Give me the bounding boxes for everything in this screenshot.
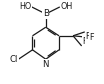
Text: OH: OH [60,2,72,11]
Text: F: F [82,37,87,46]
Text: F: F [89,33,94,42]
Text: HO: HO [19,2,31,11]
Text: Cl: Cl [10,55,18,64]
Text: N: N [43,60,49,69]
Text: F: F [85,32,90,41]
Text: B: B [43,9,49,18]
